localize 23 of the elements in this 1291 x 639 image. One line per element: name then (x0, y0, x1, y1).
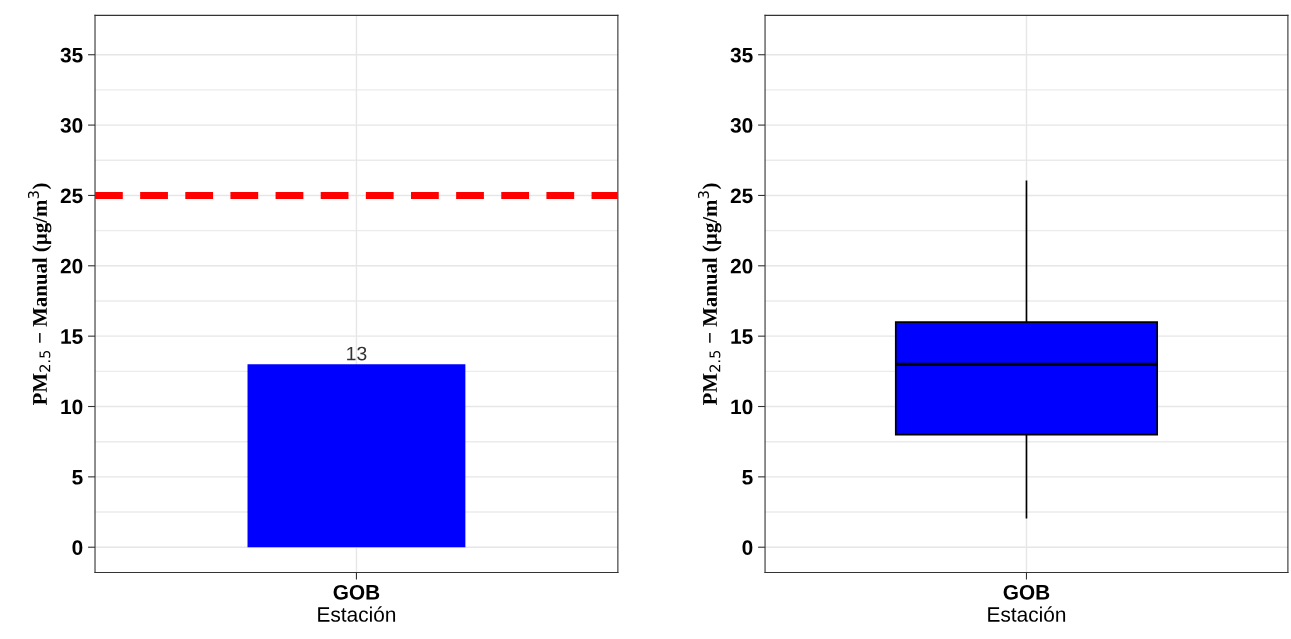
y-tick-label: 5 (72, 470, 83, 485)
y-tick-label: 30 (60, 118, 83, 133)
y-tick-label: 10 (731, 399, 753, 415)
y-axis-title: PM$_{2.5}$ − Manual (µg/m$^{3}$) (697, 183, 722, 406)
y-tick-label: 0 (742, 540, 753, 555)
y-tick-label: 35 (60, 47, 83, 63)
y-tick-label: 10 (61, 399, 83, 415)
y-axis-title: PM$_{2.5}$ − Manual (µg/m$^{3}$) (27, 183, 52, 406)
y-tick-label: 25 (60, 188, 83, 204)
y-tick-label: 15 (61, 329, 83, 344)
y-tick-label: 35 (730, 47, 753, 63)
y-tick-label: 15 (731, 329, 753, 344)
x-tick-label: GOB (333, 584, 380, 600)
y-tick-label: 20 (60, 258, 83, 274)
y-tick-label: 5 (742, 470, 753, 485)
x-axis-title: Estación (988, 606, 1066, 622)
y-tick-label: 0 (72, 540, 83, 555)
y-tick-label: 30 (730, 118, 753, 133)
y-tick-label: 20 (730, 258, 753, 274)
y-tick-label: 25 (730, 188, 753, 204)
x-tick-label: GOB (1003, 584, 1050, 600)
x-axis-title: Estación (318, 606, 396, 622)
data-label: 13 (347, 346, 367, 361)
